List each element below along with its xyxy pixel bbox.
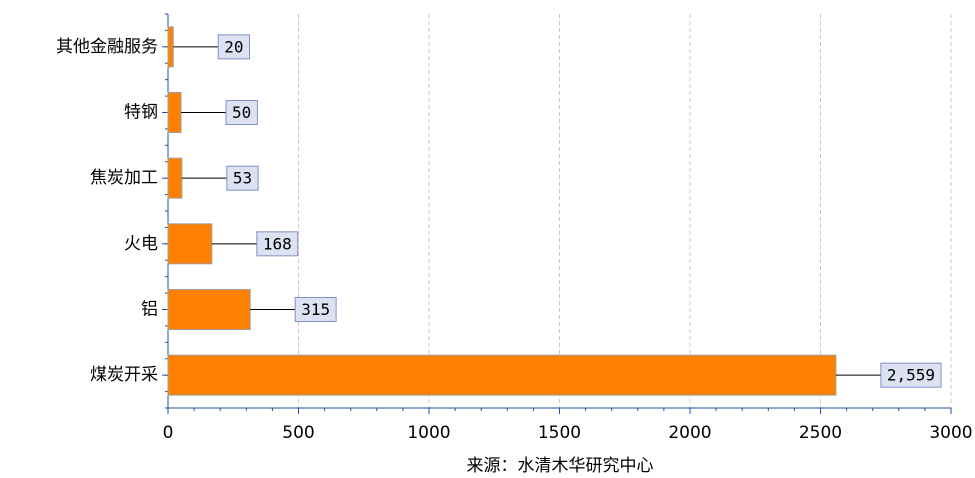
- y-tick-label: 火电: [124, 234, 158, 254]
- value-label-box: [217, 34, 250, 60]
- x-tick-label: 500: [282, 423, 314, 443]
- x-tick-label: 1500: [538, 423, 581, 443]
- bar: [167, 92, 182, 133]
- y-tick-label: 其他金融服务: [56, 37, 158, 57]
- value-label: 315: [301, 300, 330, 319]
- y-tick-label: 煤炭开采: [90, 365, 158, 385]
- x-tick-label: 1000: [407, 423, 450, 443]
- value-label-box: [294, 297, 337, 322]
- value-label: 2,559: [887, 366, 935, 385]
- y-tick-label: 铝: [141, 300, 158, 320]
- bar: [167, 354, 837, 396]
- y-tick-label: 特钢: [124, 103, 158, 123]
- value-label-box: [880, 362, 942, 388]
- bar: [167, 157, 183, 199]
- bar: [167, 289, 251, 330]
- value-label-box: [225, 100, 258, 125]
- x-axis-label: 来源：水清木华研究中心: [467, 456, 654, 476]
- value-label: 20: [224, 37, 243, 56]
- value-label-box: [226, 165, 259, 191]
- x-tick-label: 0: [163, 423, 174, 443]
- bar: [167, 223, 213, 265]
- x-tick-label: 3000: [929, 423, 972, 443]
- value-label: 53: [233, 169, 252, 188]
- value-label: 168: [263, 234, 292, 253]
- value-label: 50: [232, 103, 251, 122]
- bar: [167, 26, 174, 68]
- x-tick-label: 2000: [668, 423, 711, 443]
- value-label-box: [256, 231, 299, 257]
- y-tick-label: 焦炭加工: [90, 168, 158, 188]
- x-tick-label: 2500: [799, 423, 842, 443]
